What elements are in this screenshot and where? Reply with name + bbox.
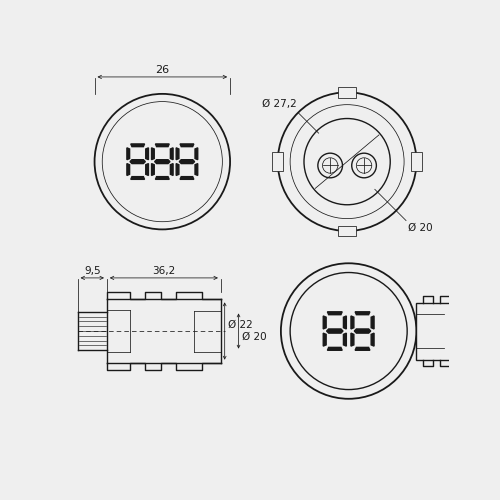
Polygon shape bbox=[344, 316, 346, 329]
Text: 26: 26 bbox=[155, 64, 170, 74]
Polygon shape bbox=[351, 333, 354, 346]
Polygon shape bbox=[176, 148, 179, 160]
Polygon shape bbox=[354, 329, 370, 333]
Polygon shape bbox=[323, 316, 326, 329]
Polygon shape bbox=[156, 144, 169, 146]
Bar bbox=[338, 226, 356, 236]
Bar bbox=[338, 87, 356, 98]
Polygon shape bbox=[176, 164, 179, 175]
Text: Ø 20: Ø 20 bbox=[408, 223, 433, 233]
Polygon shape bbox=[127, 164, 130, 175]
Polygon shape bbox=[351, 316, 354, 329]
Polygon shape bbox=[371, 333, 374, 346]
Polygon shape bbox=[154, 160, 170, 164]
Circle shape bbox=[318, 153, 342, 178]
Polygon shape bbox=[355, 312, 370, 314]
Polygon shape bbox=[180, 160, 194, 164]
Polygon shape bbox=[328, 348, 342, 350]
Polygon shape bbox=[170, 164, 173, 175]
Polygon shape bbox=[326, 329, 343, 333]
Polygon shape bbox=[152, 164, 154, 175]
Polygon shape bbox=[127, 148, 130, 160]
Polygon shape bbox=[130, 160, 146, 164]
Polygon shape bbox=[180, 176, 194, 180]
Text: Ø 22: Ø 22 bbox=[228, 320, 252, 330]
Polygon shape bbox=[195, 148, 198, 160]
Polygon shape bbox=[146, 164, 148, 175]
Polygon shape bbox=[170, 148, 173, 160]
Polygon shape bbox=[344, 333, 346, 346]
Circle shape bbox=[281, 264, 416, 399]
Text: Ø 27,2: Ø 27,2 bbox=[262, 100, 296, 110]
Polygon shape bbox=[152, 148, 154, 160]
Polygon shape bbox=[323, 333, 326, 346]
Polygon shape bbox=[328, 312, 342, 314]
Polygon shape bbox=[180, 144, 194, 146]
Polygon shape bbox=[355, 348, 370, 350]
Bar bbox=[416, 302, 460, 360]
Polygon shape bbox=[131, 144, 144, 146]
Bar bbox=[272, 152, 283, 171]
Text: 36,2: 36,2 bbox=[152, 266, 176, 276]
Polygon shape bbox=[371, 316, 374, 329]
Circle shape bbox=[352, 153, 376, 178]
Polygon shape bbox=[146, 148, 148, 160]
Polygon shape bbox=[195, 164, 198, 175]
Text: 9,5: 9,5 bbox=[84, 266, 100, 276]
Polygon shape bbox=[156, 176, 169, 180]
Circle shape bbox=[290, 272, 407, 390]
Bar bbox=[411, 152, 422, 171]
Polygon shape bbox=[131, 176, 144, 180]
Text: Ø 20: Ø 20 bbox=[242, 332, 266, 342]
